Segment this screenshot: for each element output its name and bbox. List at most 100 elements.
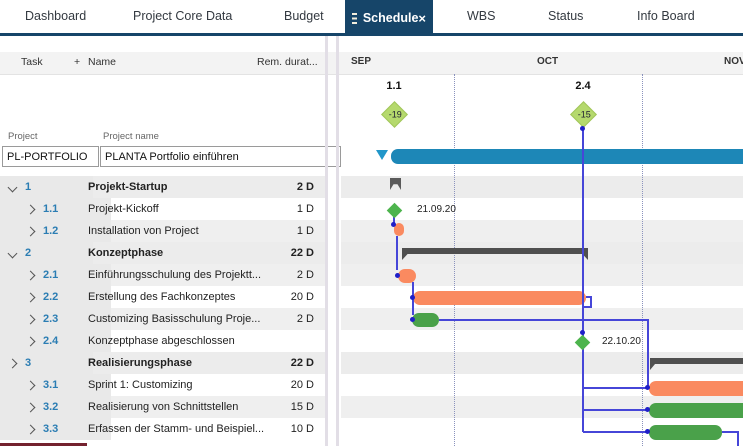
partial-row-marker <box>0 443 87 446</box>
tab-status[interactable]: Status <box>548 9 584 23</box>
link-node <box>410 317 415 322</box>
gantt-bar-3-2[interactable] <box>649 403 743 418</box>
header-task: Task <box>21 56 43 68</box>
task-name: Erfassen der Stamm- und Beispiel... <box>88 423 265 435</box>
add-column-button[interactable]: + <box>74 56 81 68</box>
task-id-cell: 2.2 <box>0 286 111 308</box>
schedule-milestone-diamond[interactable]: -19 <box>381 101 408 128</box>
dependency-line <box>722 431 739 433</box>
panel-splitter[interactable] <box>325 36 328 446</box>
gantt-bar-3-1[interactable] <box>649 381 743 396</box>
task-id: 2.3 <box>43 313 59 325</box>
dependency-line <box>647 319 649 389</box>
link-node <box>395 273 400 278</box>
link-node <box>391 222 396 227</box>
tab-dashboard[interactable]: Dashboard <box>25 9 87 23</box>
tab-budget[interactable]: Budget <box>284 9 324 23</box>
task-id: 1.2 <box>43 225 59 237</box>
task-id-cell: 3.2 <box>0 396 111 418</box>
table-row[interactable]: 3.2 Realisierung von Schnittstellen 15 D <box>0 396 326 418</box>
dependency-line <box>590 296 592 308</box>
task-duration: 22 D <box>290 247 314 259</box>
chevron-right-icon[interactable] <box>25 314 36 324</box>
chevron-right-icon[interactable] <box>25 226 36 236</box>
task-name: Konzeptphase abgeschlossen <box>88 335 235 347</box>
task-name: Erstellung des Fachkonzeptes <box>88 291 236 303</box>
task-id-cell: 2.3 <box>0 308 111 330</box>
project-id-field[interactable] <box>2 146 99 167</box>
table-row[interactable]: 1 Projekt-Startup 2 D <box>0 176 326 198</box>
table-row[interactable]: 1.2 Installation von Project 1 D <box>0 220 326 242</box>
tab-wbs[interactable]: WBS <box>467 9 496 23</box>
project-start-marker <box>376 150 388 160</box>
gantt-bar-2-3[interactable] <box>412 313 439 327</box>
month-gridline <box>454 74 455 446</box>
buffer-value: -15 <box>577 109 591 120</box>
task-id: 1 <box>25 181 32 193</box>
close-icon[interactable]: × <box>418 10 426 26</box>
table-row[interactable]: 1.1 Projekt-Kickoff 1 D <box>0 198 326 220</box>
schedule-milestone-label: 1.1 <box>386 80 402 92</box>
menu-icon[interactable] <box>352 12 357 24</box>
task-duration: 10 D <box>290 423 314 435</box>
chevron-right-icon[interactable] <box>25 270 36 280</box>
task-id: 3.3 <box>43 423 59 435</box>
task-id-cell: 3 <box>0 352 93 374</box>
chevron-right-icon[interactable] <box>25 336 36 346</box>
tab-info-board[interactable]: Info Board <box>637 9 695 23</box>
table-row[interactable]: 3 Realisierungsphase 22 D <box>0 352 326 374</box>
link-node <box>645 429 650 434</box>
task-name: Customizing Basisschulung Proje... <box>88 313 261 325</box>
table-row[interactable]: 2.2 Erstellung des Fachkonzeptes 20 D <box>0 286 326 308</box>
task-id: 3 <box>25 357 32 369</box>
project-id-label: Project <box>8 131 38 142</box>
chevron-down-icon[interactable] <box>7 248 18 258</box>
chevron-right-icon[interactable] <box>25 402 36 412</box>
header-name: Name <box>88 56 117 68</box>
month-label: OCT <box>537 56 559 67</box>
dependency-line <box>396 236 398 270</box>
gantt-bar-1-2[interactable] <box>394 223 404 236</box>
task-duration: 20 D <box>290 379 314 391</box>
chevron-right-icon[interactable] <box>25 380 36 390</box>
table-row[interactable]: 2 Konzeptphase 22 D <box>0 242 326 264</box>
task-name: Projekt-Kickoff <box>88 203 159 215</box>
gantt-bar-2-1[interactable] <box>398 269 416 283</box>
table-row[interactable]: 3.3 Erfassen der Stamm- und Beispiel... … <box>0 418 326 440</box>
tab-schedule-active[interactable]: Schedule × <box>345 0 433 36</box>
buffer-value: -19 <box>388 109 402 120</box>
table-row[interactable]: 2.4 Konzeptphase abgeschlossen <box>0 330 326 352</box>
dependency-line <box>393 217 395 225</box>
gantt-bar-3-3[interactable] <box>649 425 722 440</box>
gantt-row-stripe <box>341 330 743 352</box>
table-row[interactable]: 2.1 Einführungsschulung des Projektt... … <box>0 264 326 286</box>
chevron-right-icon[interactable] <box>25 292 36 302</box>
task-duration: 2 D <box>296 181 314 193</box>
gantt-bar-project[interactable] <box>391 149 743 164</box>
chevron-right-icon[interactable] <box>7 358 18 368</box>
task-id-cell: 2 <box>0 242 93 264</box>
dependency-line <box>737 431 739 446</box>
task-duration: 1 D <box>296 203 314 215</box>
task-id: 3.1 <box>43 379 59 391</box>
tab-project-core-data[interactable]: Project Core Data <box>133 9 233 23</box>
task-name: Projekt-Startup <box>88 181 168 193</box>
dependency-line <box>586 296 592 298</box>
task-id: 2 <box>25 247 32 259</box>
task-id: 1.1 <box>43 203 59 215</box>
chevron-right-icon[interactable] <box>25 204 36 214</box>
task-name: Realisierungsphase <box>88 357 192 369</box>
table-row[interactable]: 3.1 Sprint 1: Customizing 20 D <box>0 374 326 396</box>
task-name: Realisierung von Schnittstellen <box>88 401 239 413</box>
project-name-field[interactable] <box>100 146 327 167</box>
gantt-bar-2-2[interactable] <box>413 291 586 305</box>
schedule-milestone-diamond[interactable]: -15 <box>570 101 597 128</box>
gantt-summary-bar-1[interactable] <box>390 178 401 190</box>
project-name-label: Project name <box>103 131 159 142</box>
chevron-right-icon[interactable] <box>25 424 36 434</box>
table-row[interactable]: 2.3 Customizing Basisschulung Proje... 2… <box>0 308 326 330</box>
header-duration: Rem. durat... <box>257 56 318 68</box>
task-id: 2.1 <box>43 269 59 281</box>
panel-splitter[interactable] <box>336 36 339 446</box>
chevron-down-icon[interactable] <box>7 182 18 192</box>
